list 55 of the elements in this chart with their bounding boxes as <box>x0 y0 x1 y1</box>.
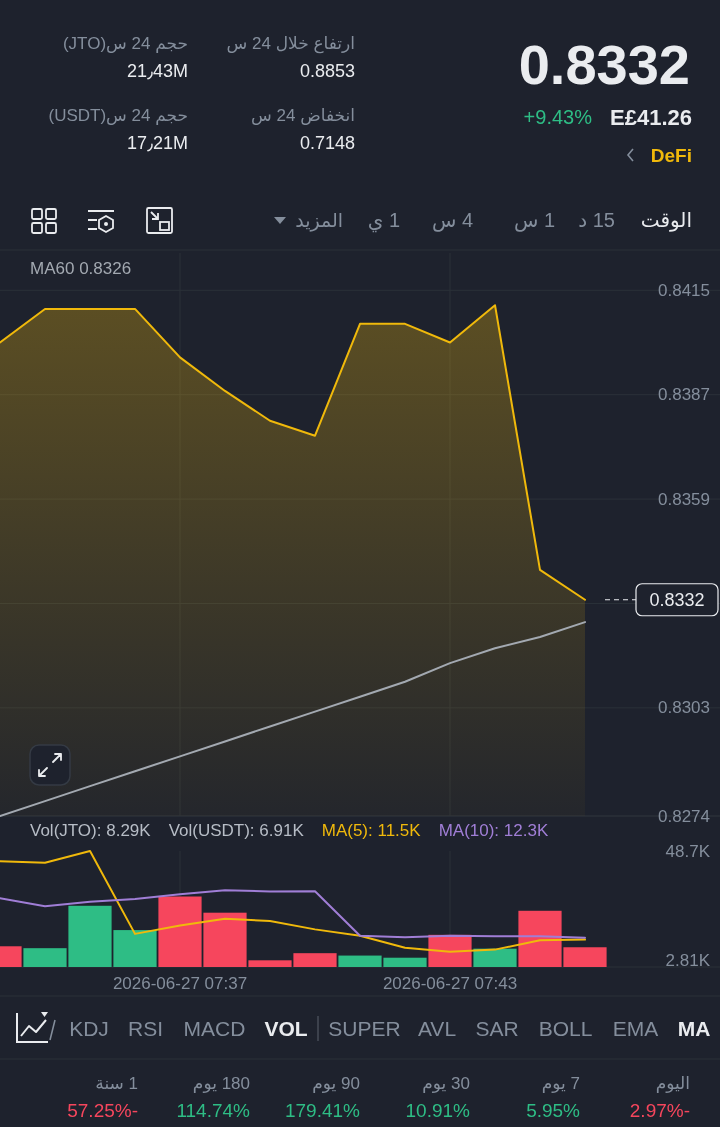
note: Vol(USDT): 6.91K <box>168 820 304 840</box>
text: انخفاض 24 س <box>251 105 355 125</box>
text: RSI <box>127 1016 164 1040</box>
y-tick-label: 0.8274 <box>658 806 710 826</box>
text: SAR <box>475 1016 519 1040</box>
y-tick-label: 0.8387 <box>658 385 710 405</box>
text: 1 سنة <box>95 1073 138 1093</box>
text: ارتفاع خلال 24 س <box>226 33 355 54</box>
text: 4 س <box>431 209 473 232</box>
text: 57.25%- <box>67 1099 138 1121</box>
legend: MA(5): 11.5K MA(10): 12.3K <box>321 820 549 840</box>
text: EMA <box>612 1016 659 1040</box>
text: 2.97%- <box>629 1099 690 1121</box>
y-tick-label: 48.7K <box>665 841 710 861</box>
text: المزيد <box>295 209 343 232</box>
text: اليوم <box>655 1073 690 1093</box>
text: 114.74% <box>176 1099 251 1121</box>
text: +9.43% <box>523 106 593 128</box>
y-tick-label: 0.8303 <box>658 698 710 718</box>
text: حجم 24 س(USDT) <box>48 105 188 126</box>
text: 7 يوم <box>541 1073 580 1093</box>
text: 21٫43M <box>127 61 188 81</box>
x-tick-label: 2026-06-27 07:43 <box>382 973 518 993</box>
ref-line-label: 0.8332 <box>635 583 719 617</box>
text: 0.8332 <box>518 32 690 96</box>
legend: MA60 0.8326 <box>30 258 132 278</box>
text: 1 ي <box>367 209 400 233</box>
x-tick-label: 2026-06-27 07:37 <box>112 973 248 993</box>
text: 179.41% <box>284 1099 361 1121</box>
text: BOLL <box>538 1016 593 1040</box>
text: 1 س <box>513 209 555 232</box>
ref-line-label: 0.8332 <box>649 589 705 610</box>
text: 15 د <box>578 209 615 231</box>
text: MA <box>677 1016 711 1040</box>
text: VOL <box>264 1016 308 1040</box>
text: 0.8853 <box>299 61 355 81</box>
text: 17٫21M <box>127 133 188 153</box>
text: MACD <box>183 1016 246 1040</box>
text: SUPER <box>328 1016 401 1040</box>
text: 0.7148 <box>299 133 355 153</box>
y-tick-label: 0.8415 <box>658 280 710 300</box>
text: حجم 24 س(JTO) <box>62 33 188 54</box>
y-tick-label: 0.8359 <box>658 489 710 509</box>
text: 180 يوم <box>192 1073 250 1093</box>
text: AVL <box>417 1016 457 1040</box>
text: 5.95% <box>526 1099 581 1121</box>
text: KDJ <box>69 1016 109 1040</box>
text: 10.91% <box>405 1099 471 1121</box>
text: 90 يوم <box>312 1073 360 1093</box>
y-tick-label: 2.81K <box>665 950 710 970</box>
text: E£41.26 <box>610 104 692 130</box>
text: 30 يوم <box>422 1073 470 1093</box>
text: DeFi <box>650 144 692 166</box>
text: الوقت <box>640 209 692 232</box>
note: Vol(JTO): 8.29K <box>30 820 151 840</box>
